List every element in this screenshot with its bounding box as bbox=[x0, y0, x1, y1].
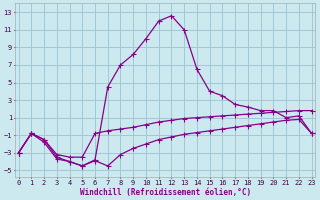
X-axis label: Windchill (Refroidissement éolien,°C): Windchill (Refroidissement éolien,°C) bbox=[80, 188, 251, 197]
